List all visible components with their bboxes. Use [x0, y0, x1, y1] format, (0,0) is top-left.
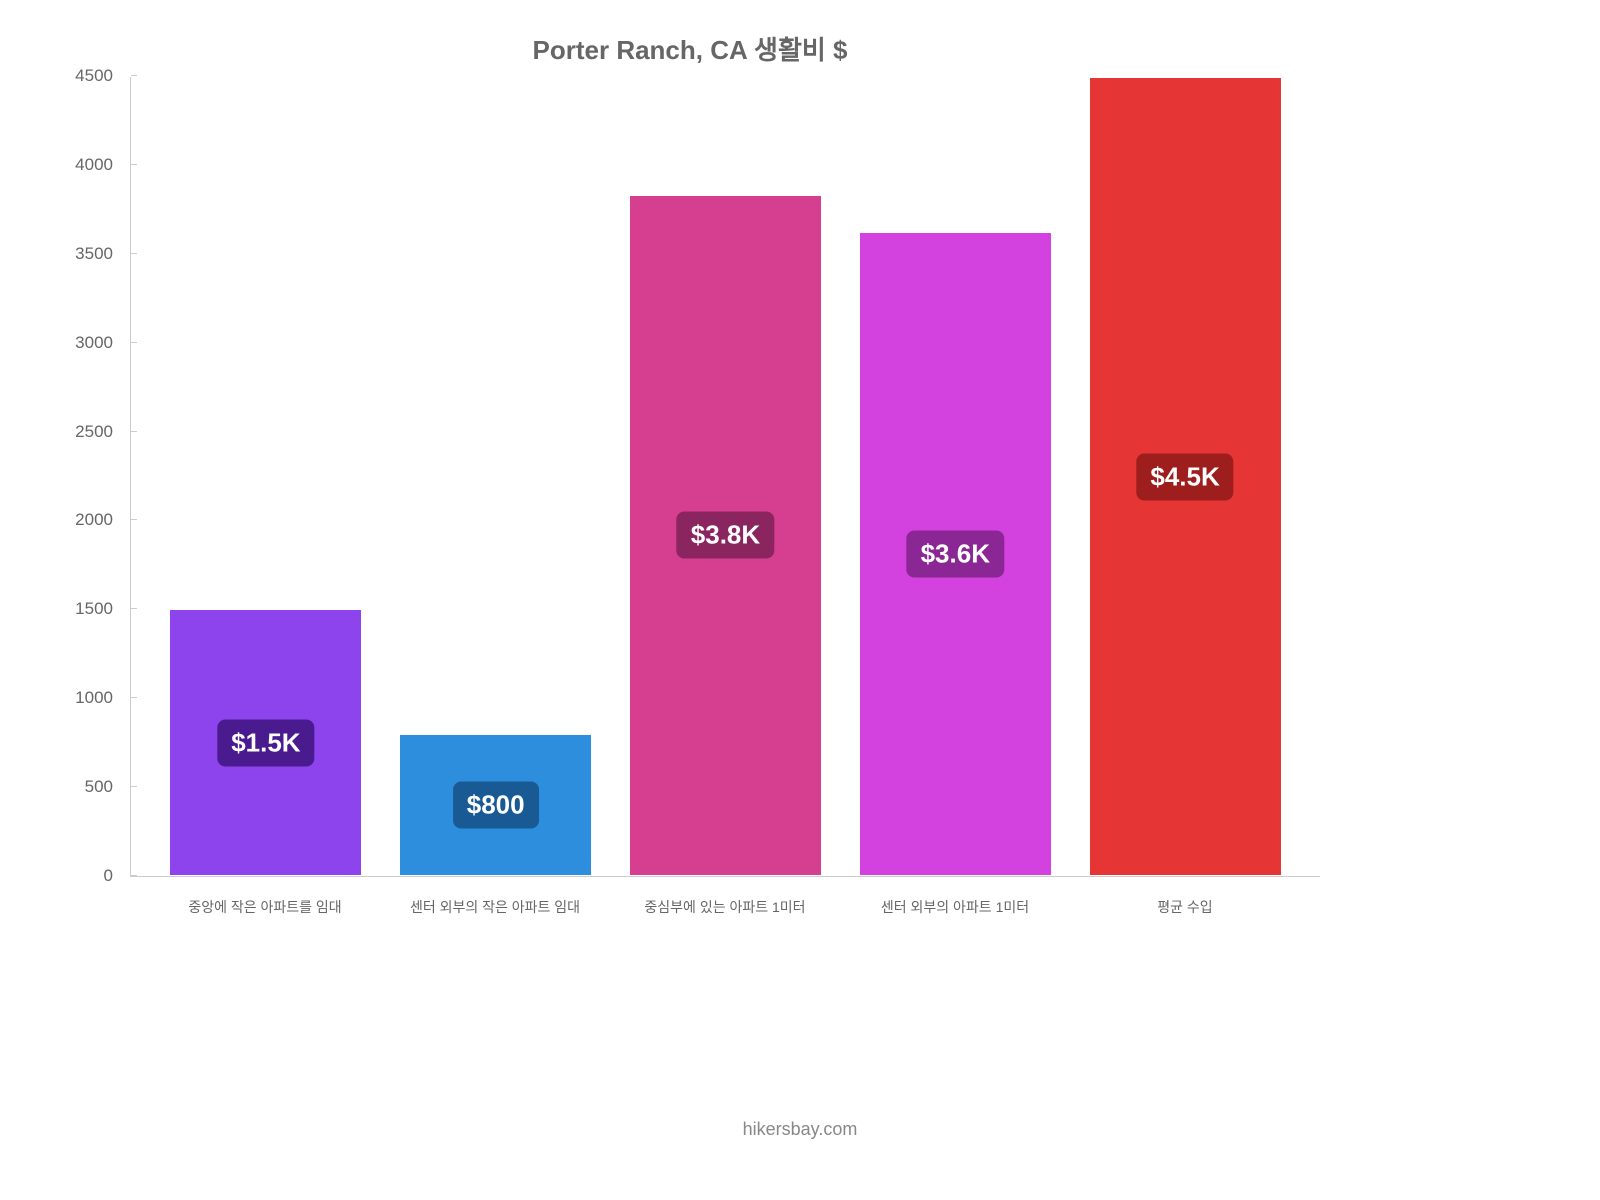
bar-slot: $4.5K: [1070, 77, 1300, 876]
x-axis-label: 센터 외부의 작은 아파트 임대: [380, 897, 610, 917]
bar-value-label: $3.8K: [677, 512, 774, 559]
bar-slot: $800: [381, 77, 611, 876]
y-tick-label: 1500: [58, 599, 113, 619]
y-tick-mark: [131, 75, 137, 76]
y-tick-label: 4000: [58, 155, 113, 175]
y-tick-mark: [131, 253, 137, 254]
bars-area: $1.5K $800 $3.8K $3.6K $4.5K: [131, 77, 1320, 876]
bar-slot: $1.5K: [151, 77, 381, 876]
y-tick-label: 3500: [58, 244, 113, 264]
y-tick-mark: [131, 697, 137, 698]
bar-value-label: $1.5K: [217, 719, 314, 766]
bar-value-label: $4.5K: [1136, 453, 1233, 500]
y-tick-label: 3000: [58, 333, 113, 353]
y-tick-label: 2500: [58, 422, 113, 442]
x-axis-label: 센터 외부의 아파트 1미터: [840, 897, 1070, 917]
footer-credit: hikersbay.com: [0, 1119, 1600, 1140]
y-tick-label: 0: [58, 866, 113, 886]
y-tick-mark: [131, 786, 137, 787]
y-tick-label: 500: [58, 777, 113, 797]
bar: $3.8K: [629, 195, 822, 876]
y-axis: 050010001500200025003000350040004500: [61, 77, 121, 876]
chart-title: Porter Ranch, CA 생활비 $: [60, 30, 1320, 67]
plot-area: 050010001500200025003000350040004500 $1.…: [130, 77, 1320, 877]
y-tick-mark: [131, 164, 137, 165]
bar-slot: $3.8K: [611, 77, 841, 876]
bar: $800: [399, 734, 592, 876]
chart-container: Porter Ranch, CA 생활비 $ 05001000150020002…: [60, 30, 1320, 930]
bar: $3.6K: [859, 232, 1052, 876]
y-tick-label: 1000: [58, 688, 113, 708]
bar: $1.5K: [169, 609, 362, 876]
bar-slot: $3.6K: [840, 77, 1070, 876]
y-tick-label: 2000: [58, 510, 113, 530]
y-tick-mark: [131, 519, 137, 520]
x-axis-label: 중앙에 작은 아파트를 임대: [150, 897, 380, 917]
y-tick-label: 4500: [58, 66, 113, 86]
bar-value-label: $3.6K: [907, 530, 1004, 577]
y-tick-mark: [131, 875, 137, 876]
x-axis-labels: 중앙에 작은 아파트를 임대센터 외부의 작은 아파트 임대중심부에 있는 아파…: [130, 897, 1320, 917]
y-tick-mark: [131, 431, 137, 432]
y-tick-mark: [131, 342, 137, 343]
y-tick-mark: [131, 608, 137, 609]
x-axis-label: 평균 수입: [1070, 897, 1300, 917]
bar-value-label: $800: [453, 781, 539, 828]
x-axis-label: 중심부에 있는 아파트 1미터: [610, 897, 840, 917]
bar: $4.5K: [1089, 77, 1282, 876]
